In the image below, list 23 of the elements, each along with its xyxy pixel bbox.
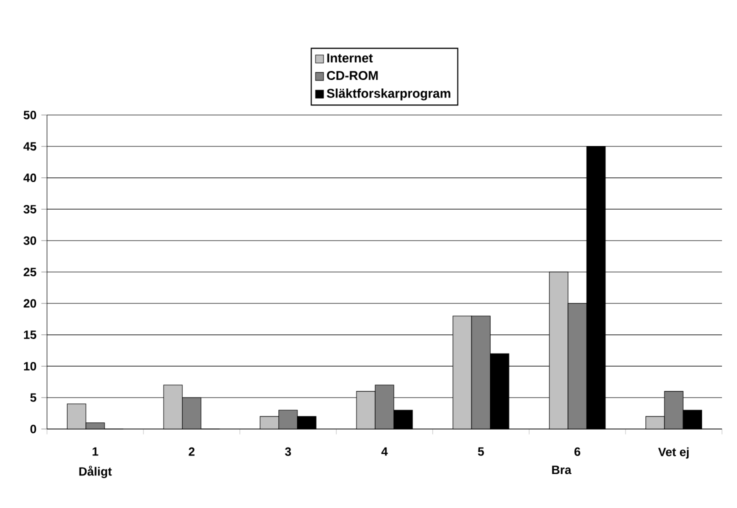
x-tick-label: 2 (188, 447, 194, 456)
legend-label: Internet (327, 54, 373, 62)
y-tick-label: 25 (24, 268, 36, 276)
y-tick-label: 30 (24, 236, 36, 245)
legend-label: Släktforskarprogram (326, 88, 450, 100)
x-tick-label: 5 (478, 447, 484, 456)
y-tick-label: 15 (24, 330, 36, 339)
y-tick-label: 50 (24, 110, 36, 120)
x-tick-label: 4 (381, 447, 388, 456)
text: Bra (552, 466, 572, 474)
x-tick-label: 3 (285, 447, 291, 456)
y-tick-label: 40 (23, 174, 36, 182)
y-tick-label: 20 (24, 299, 36, 308)
text: Dåligt (79, 466, 112, 478)
x-tick-label: Vet ej (658, 447, 689, 459)
y-tick-label: 0 (30, 424, 36, 434)
y-tick-label: 10 (24, 362, 36, 370)
x-tick-label: 6 (574, 447, 580, 456)
legend-label: CD-ROM (326, 71, 378, 80)
x-tick-label: 1 (92, 447, 98, 456)
y-tick-label: 5 (30, 393, 36, 402)
y-tick-label: 35 (24, 204, 36, 214)
y-tick-label: 45 (23, 142, 36, 151)
